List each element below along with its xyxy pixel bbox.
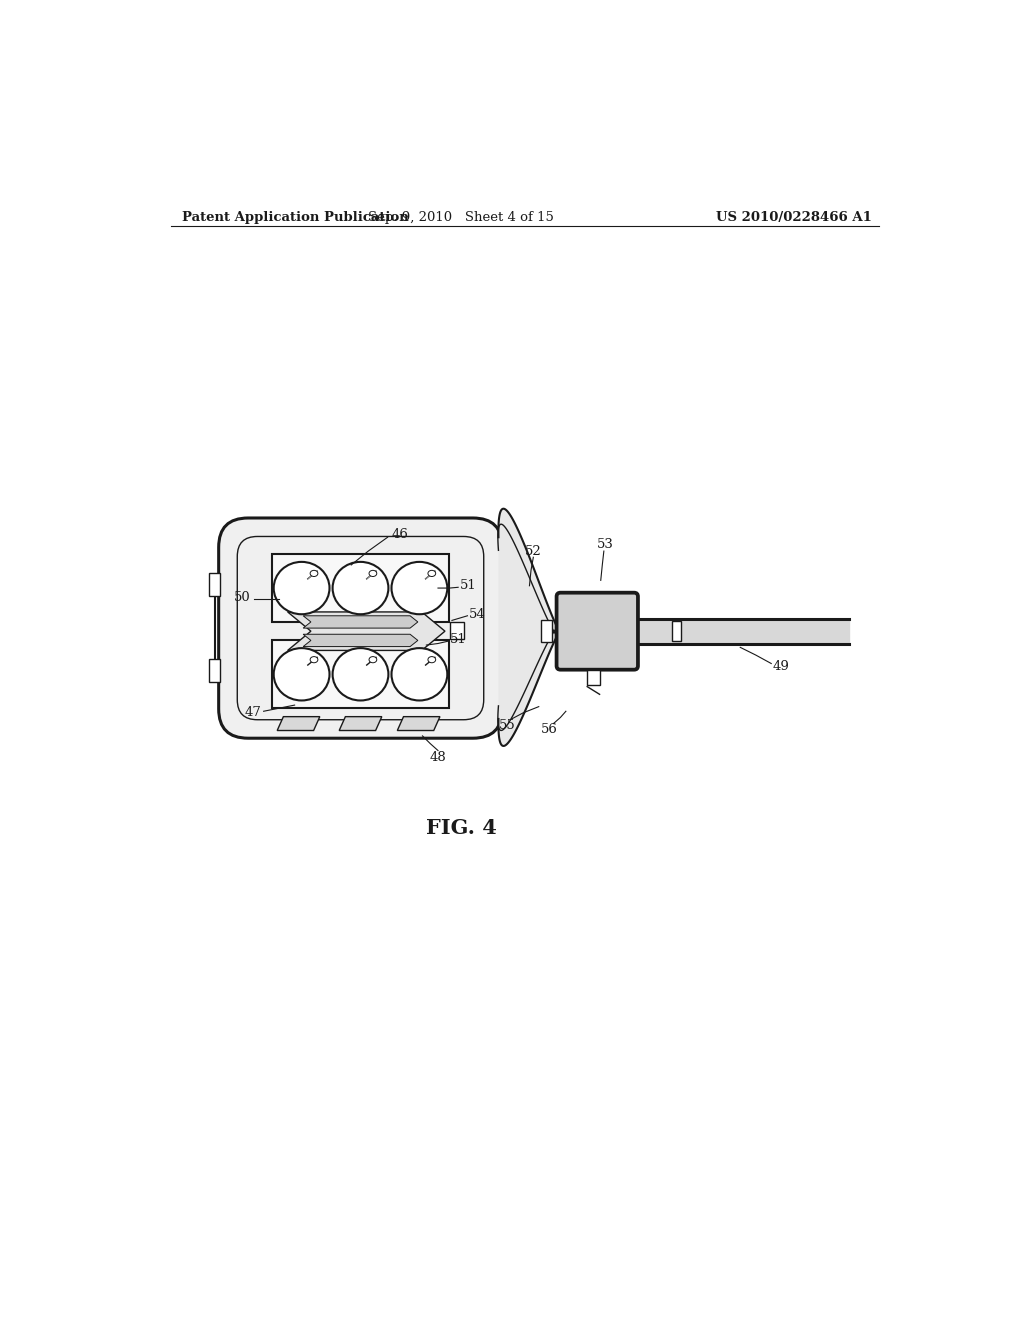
Bar xyxy=(672,622,681,642)
Text: 53: 53 xyxy=(597,539,613,552)
Polygon shape xyxy=(288,612,445,651)
Polygon shape xyxy=(397,582,440,597)
Polygon shape xyxy=(339,717,382,730)
Ellipse shape xyxy=(310,656,317,663)
Bar xyxy=(272,554,449,622)
Bar xyxy=(272,640,449,708)
Ellipse shape xyxy=(391,562,447,614)
Polygon shape xyxy=(303,635,418,647)
Text: Sep. 9, 2010   Sheet 4 of 15: Sep. 9, 2010 Sheet 4 of 15 xyxy=(369,211,554,224)
Text: 47: 47 xyxy=(245,706,261,719)
Bar xyxy=(587,669,600,685)
Polygon shape xyxy=(278,582,319,597)
Polygon shape xyxy=(397,717,440,730)
Ellipse shape xyxy=(369,570,377,577)
Polygon shape xyxy=(499,508,563,746)
FancyBboxPatch shape xyxy=(219,517,503,738)
Text: 52: 52 xyxy=(525,545,542,557)
Ellipse shape xyxy=(428,570,435,577)
Ellipse shape xyxy=(369,656,377,663)
Ellipse shape xyxy=(333,562,388,614)
Text: 48: 48 xyxy=(430,751,446,764)
Text: 51: 51 xyxy=(450,634,466,647)
Text: 56: 56 xyxy=(541,723,557,737)
Text: 49: 49 xyxy=(773,660,790,673)
Polygon shape xyxy=(303,615,418,628)
Bar xyxy=(541,620,552,642)
Text: 51: 51 xyxy=(460,579,476,593)
Text: 46: 46 xyxy=(391,528,409,541)
Text: 55: 55 xyxy=(500,718,516,731)
Bar xyxy=(209,659,220,682)
Text: Patent Application Publication: Patent Application Publication xyxy=(182,211,409,224)
Text: 50: 50 xyxy=(233,591,251,603)
Ellipse shape xyxy=(310,570,317,577)
Ellipse shape xyxy=(428,656,435,663)
Text: FIG. 4: FIG. 4 xyxy=(426,818,497,838)
Ellipse shape xyxy=(333,648,388,701)
Text: 54: 54 xyxy=(469,607,485,620)
Ellipse shape xyxy=(273,648,330,701)
Ellipse shape xyxy=(391,648,447,701)
Polygon shape xyxy=(278,717,319,730)
Bar xyxy=(451,622,464,639)
Ellipse shape xyxy=(273,562,330,614)
Text: US 2010/0228466 A1: US 2010/0228466 A1 xyxy=(716,211,872,224)
Bar xyxy=(209,573,220,595)
Polygon shape xyxy=(339,582,382,597)
FancyBboxPatch shape xyxy=(557,593,638,669)
